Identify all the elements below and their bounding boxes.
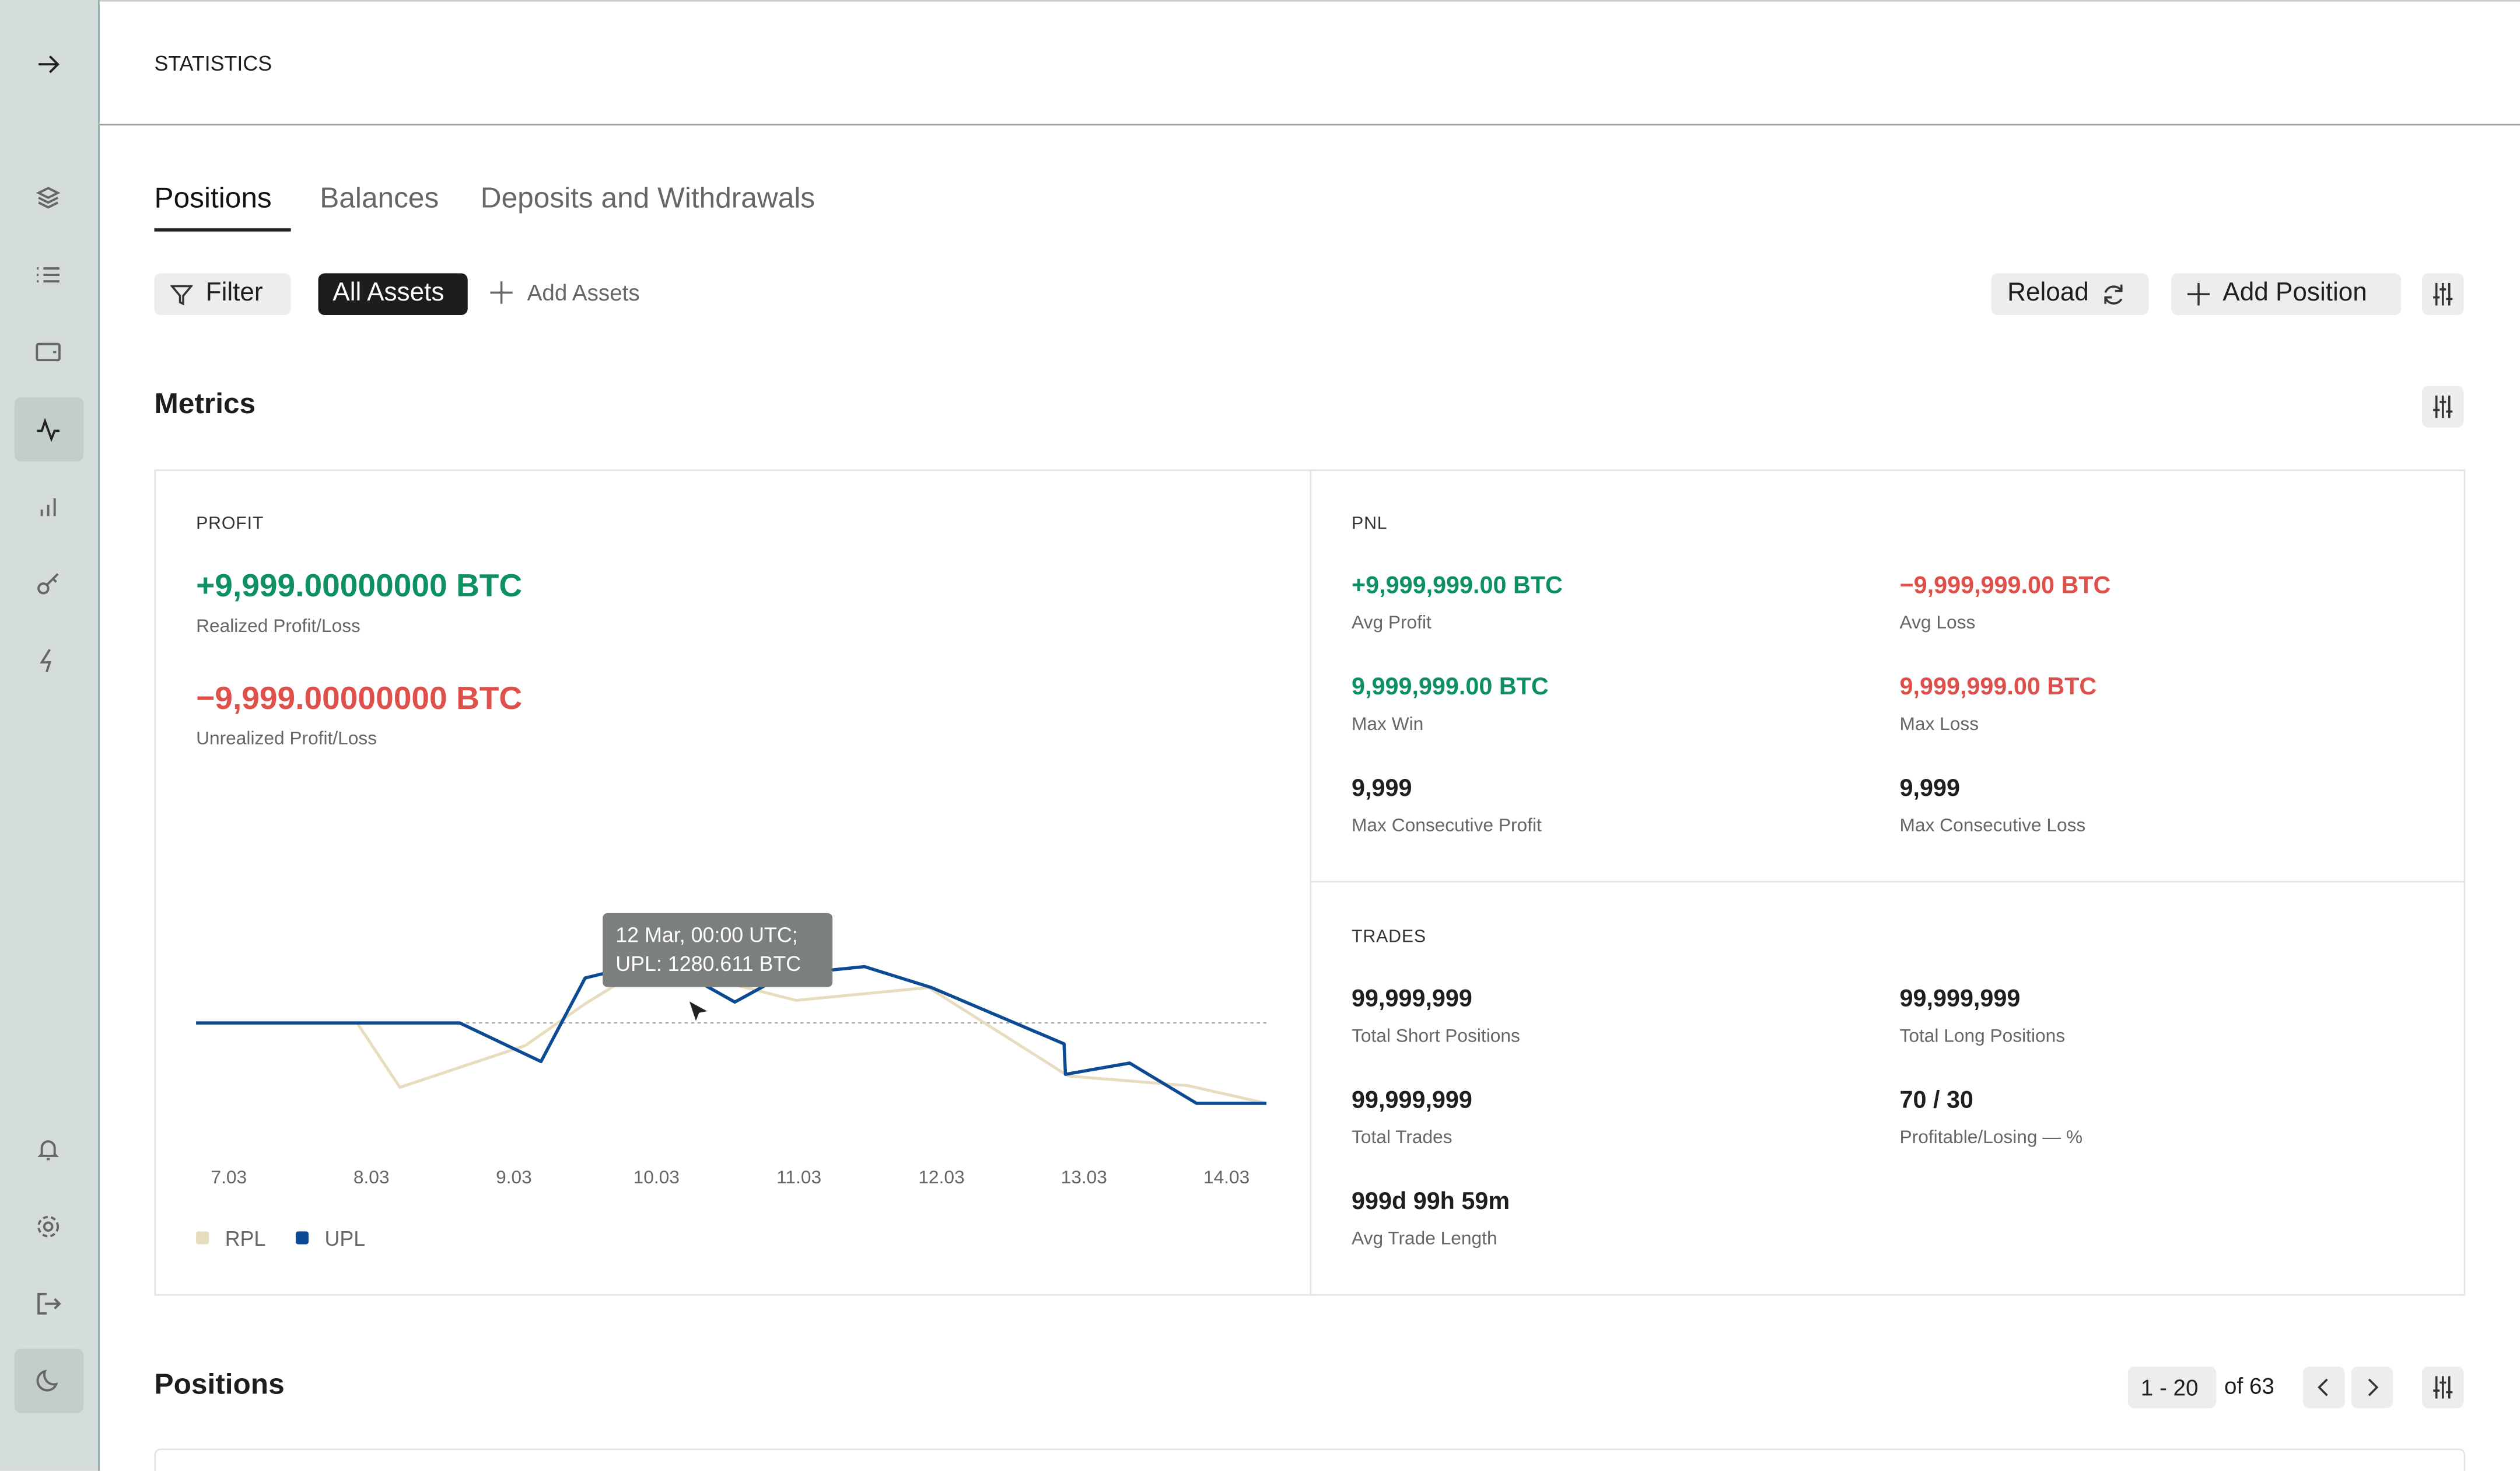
metric-label: Total Short Positions (1352, 1027, 1520, 1047)
activity-icon[interactable] (36, 417, 61, 442)
legend-label: RPL (225, 1227, 266, 1250)
metric-label: Max Win (1352, 715, 1424, 735)
metric-value: −9,999.00000000 BTC (196, 682, 523, 717)
metric-value: +9,999,999.00 BTC (1352, 572, 1563, 600)
metric-label: Realized Profit/Loss (196, 617, 360, 637)
metric-label: Avg Profit (1352, 614, 1432, 634)
legend-swatch (196, 1231, 209, 1245)
metric-label: Max Consecutive Loss (1899, 816, 2086, 836)
metric-value: 99,999,999 (1352, 1086, 1472, 1114)
label: Add Position (2222, 279, 2367, 308)
x-tick-label: 12.03 (918, 1166, 964, 1187)
card-label: PNL (1352, 514, 1388, 534)
series-line (196, 972, 1267, 1105)
sidebar (0, 0, 100, 1471)
positions-table (154, 1448, 2466, 1471)
metric-label: Unrealized Profit/Loss (196, 729, 377, 749)
tooltip: 12 Mar, 00:00 UTC; UPL: 1280.611 BTC (603, 913, 833, 987)
logout-icon[interactable] (36, 1291, 61, 1316)
theme-item[interactable] (14, 1348, 84, 1413)
page-title: STATISTICS (154, 51, 272, 76)
legend-label: UPL (325, 1227, 366, 1250)
x-tick-label: 8.03 (354, 1166, 390, 1187)
label: Filter (205, 279, 263, 308)
section-title: Metrics (154, 387, 256, 420)
label: Add Assets (527, 279, 640, 306)
tab[interactable]: Deposits and Withdrawals (480, 181, 816, 214)
card-label: TRADES (1352, 927, 1426, 947)
settings-icon[interactable] (36, 1214, 61, 1239)
legend-swatch (295, 1231, 309, 1245)
next-page[interactable] (2351, 1366, 2393, 1409)
x-tick-label: 14.03 (1203, 1166, 1250, 1187)
x-tick-label: 13.03 (1061, 1166, 1107, 1187)
bell-icon[interactable] (36, 1137, 61, 1162)
metric-value: 99,999,999 (1899, 985, 2021, 1013)
chart-icon[interactable] (36, 494, 61, 519)
moon-icon[interactable] (36, 1368, 61, 1394)
wallet-icon[interactable] (36, 339, 61, 365)
metric-value: 99,999,999 (1352, 985, 1472, 1013)
key-icon[interactable] (36, 571, 61, 596)
page-total: of 63 (2224, 1372, 2274, 1399)
tab[interactable]: Positions (154, 181, 272, 214)
metric-value: 70 / 30 (1899, 1086, 1973, 1114)
tooltip-line: UPL: 1280.611 BTC (615, 952, 802, 976)
metric-value: +9,999.00000000 BTC (196, 569, 523, 605)
metric-label: Avg Loss (1899, 614, 1976, 634)
expand-icon[interactable] (36, 51, 61, 77)
metric-value: 9,999,999.00 BTC (1352, 673, 1549, 701)
x-tick-label: 10.03 (634, 1166, 680, 1187)
metric-label: Profitable/Losing — % (1899, 1128, 2083, 1148)
tooltip-line: 12 Mar, 00:00 UTC; (615, 923, 798, 947)
page-range: 1 - 20 (2127, 1366, 2217, 1409)
series-line (196, 965, 1267, 1105)
settings-button[interactable] (2421, 273, 2464, 315)
bolt-icon[interactable] (36, 648, 61, 673)
layers-icon[interactable] (36, 185, 61, 211)
x-tick-label: 9.03 (496, 1166, 532, 1187)
add-position-button[interactable]: Add Position (2171, 273, 2402, 315)
x-tick-label: 7.03 (211, 1166, 247, 1187)
card-label: PROFIT (196, 514, 264, 534)
metric-label: Max Loss (1899, 715, 1979, 735)
metric-label: Total Trades (1352, 1128, 1452, 1148)
metric-label: Max Consecutive Profit (1352, 816, 1542, 836)
metric-value: −9,999,999.00 BTC (1899, 572, 2111, 600)
metric-label: Total Long Positions (1899, 1027, 2066, 1047)
settings-button[interactable] (2421, 1366, 2464, 1409)
prev-page[interactable] (2303, 1366, 2345, 1409)
assets-button[interactable]: All Assets (318, 273, 468, 315)
metric-label: Avg Trade Length (1352, 1229, 1497, 1249)
list-icon[interactable] (36, 262, 61, 288)
cursor (689, 1001, 708, 1021)
divider (1310, 880, 2466, 883)
metric-value: 9,999 (1352, 774, 1412, 802)
label: Reload (2007, 279, 2089, 308)
filter-button[interactable]: Filter (154, 273, 291, 315)
header (99, 0, 2520, 125)
metric-value: 9,999 (1899, 774, 1960, 802)
tab-underline (154, 228, 291, 231)
section-title: Positions (154, 1368, 285, 1400)
reload-button[interactable]: Reload (1991, 273, 2149, 315)
metric-value: 999d 99h 59m (1352, 1188, 1510, 1215)
add-assets[interactable]: Add Assets (490, 279, 640, 306)
x-tick-label: 11.03 (776, 1166, 821, 1187)
metric-value: 9,999,999.00 BTC (1899, 673, 2097, 701)
tab[interactable]: Balances (320, 181, 439, 214)
settings-button[interactable] (2421, 386, 2464, 428)
